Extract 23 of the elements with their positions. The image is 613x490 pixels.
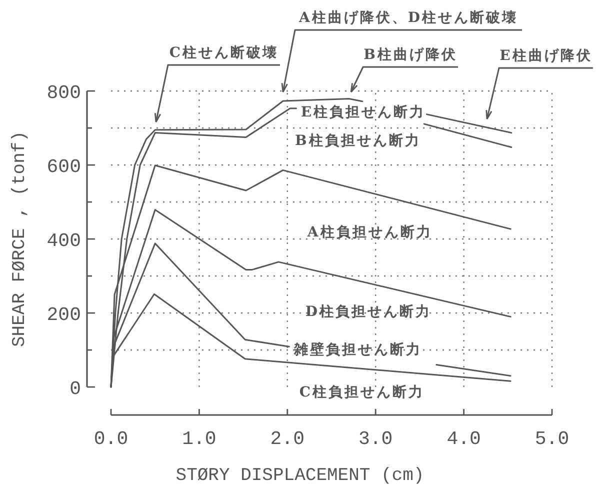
series-label: 雑壁負担せん断力 xyxy=(292,341,422,358)
series-label: C柱負担せん断力 xyxy=(299,384,425,400)
x-axis-title: STØRY DISPLACEMENT (cm) xyxy=(176,466,424,486)
legend-label: E柱負担せん断力 xyxy=(300,104,426,121)
x-tick-label: 3.0 xyxy=(358,428,393,450)
text: E柱曲げ降伏 xyxy=(500,48,592,64)
series-label: A柱負担せん断力 xyxy=(306,224,432,240)
y-tick-label: 0 xyxy=(70,378,81,400)
text: C柱せん断破壊 xyxy=(169,45,279,61)
x-tick-label: 5.0 xyxy=(534,428,570,450)
x-tick-label: 4.0 xyxy=(446,428,481,450)
text: B柱曲げ降伏 xyxy=(364,47,458,63)
x-tick-label: 2.0 xyxy=(270,428,305,450)
text: A柱曲げ降伏、D柱せん断破壊 xyxy=(298,10,518,26)
y-tick-label: 600 xyxy=(46,156,81,178)
series-label: B柱負担せん断力 xyxy=(295,132,421,149)
y-axis-title: SHEAR FØRCE , (tonf) xyxy=(10,130,30,348)
y-tick-label: 400 xyxy=(46,230,81,252)
x-tick-label: 1.0 xyxy=(182,428,216,450)
x-tick-label: 0.0 xyxy=(94,428,128,450)
y-tick-label: 800 xyxy=(46,82,81,104)
y-tick-label: 200 xyxy=(46,304,81,326)
series-label: D柱負担せん断力 xyxy=(305,304,432,320)
